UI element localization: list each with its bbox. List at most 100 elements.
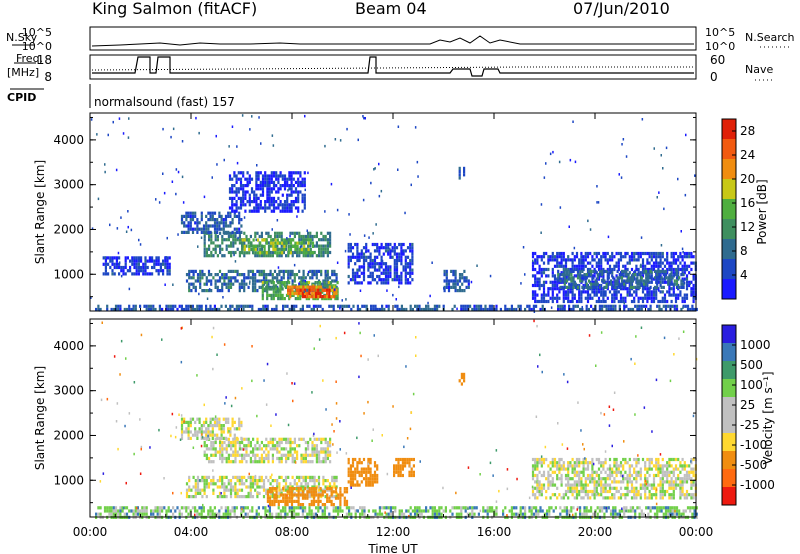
heatmap-cell (683, 496, 686, 500)
heatmap-cell (296, 444, 299, 448)
heatmap-cell (227, 282, 230, 286)
heatmap-cell (278, 231, 281, 235)
heatmap-cell (600, 489, 603, 494)
heatmap-cell (553, 461, 557, 465)
heatmap-cell (545, 457, 548, 462)
heatmap-cell (137, 256, 140, 260)
heatmap-cell (600, 299, 603, 304)
heatmap-cell (356, 268, 359, 272)
heatmap-cell (677, 258, 680, 262)
heatmap-cell (400, 246, 403, 250)
heatmap-cell (637, 255, 640, 259)
heatmap-cell (281, 241, 284, 245)
heatmap-cell (297, 200, 300, 204)
heatmap-cell (600, 267, 603, 272)
heatmap-cell (470, 280, 473, 284)
heatmap-cell (272, 144, 275, 147)
heatmap-cell (540, 461, 543, 465)
heatmap-cell (568, 269, 571, 273)
heatmap-cell (223, 488, 226, 492)
heatmap-cell (156, 269, 158, 272)
heatmap-cell (291, 273, 294, 277)
heatmap-cell (580, 486, 583, 490)
heatmap-cell (644, 467, 647, 471)
heatmap-cell (300, 244, 303, 248)
heatmap-cell (362, 457, 366, 462)
heatmap-cell (384, 265, 388, 269)
heatmap-cell (568, 307, 571, 312)
heatmap-cell (306, 273, 310, 277)
heatmap-cell (622, 138, 625, 141)
heatmap-cell (242, 304, 245, 308)
heatmap-cell (670, 496, 673, 500)
heatmap-cell (592, 282, 595, 286)
heatmap-cell (360, 255, 363, 259)
heatmap-cell (650, 486, 653, 490)
heatmap-cell (294, 187, 298, 191)
heatmap-cell (329, 241, 332, 245)
heatmap-cell (251, 282, 255, 286)
heatmap-cell (603, 269, 606, 273)
heatmap-cell (564, 473, 568, 478)
heatmap-cell (623, 279, 626, 283)
heatmap-cell (670, 287, 673, 291)
heatmap-cell (278, 460, 281, 464)
heatmap-cell (399, 467, 402, 471)
heatmap-cell (580, 489, 583, 494)
heatmap-cell (345, 487, 349, 491)
heatmap-cell (585, 282, 588, 286)
heatmap-cell (396, 307, 399, 312)
heatmap-cell (592, 285, 595, 289)
heatmap-cell (266, 200, 269, 204)
heatmap-cell (223, 485, 226, 489)
heatmap-cell (536, 255, 539, 259)
heatmap-cell (238, 273, 241, 277)
heatmap-cell (637, 457, 640, 462)
heatmap-cell (288, 193, 291, 197)
heatmap-cell (210, 479, 213, 483)
heatmap-cell (188, 289, 191, 293)
heatmap-cell (258, 479, 261, 483)
heatmap-cell (580, 299, 583, 304)
heatmap-cell (323, 288, 326, 292)
heatmap-cell (653, 269, 657, 273)
heatmap-cell (659, 280, 662, 284)
heatmap-cell (187, 211, 190, 215)
heatmap-cell (582, 489, 585, 494)
heatmap-cell (385, 304, 388, 308)
heatmap-cell (249, 450, 252, 454)
heatmap-cell (575, 470, 579, 474)
heatmap-cell (564, 258, 568, 262)
heatmap-cell (387, 281, 390, 285)
heatmap-cell (213, 420, 217, 424)
heatmap-cell (670, 477, 673, 481)
heatmap-cell (582, 457, 585, 462)
heatmap-cell (606, 467, 609, 471)
heatmap-cell (538, 493, 541, 497)
nave-tick-60: 60 (710, 53, 725, 67)
heatmap-cell (227, 479, 230, 483)
heatmap-cell (223, 475, 226, 479)
heatmap-cell (202, 424, 206, 428)
heatmap-cell (157, 262, 160, 266)
heatmap-cell (291, 447, 294, 451)
heatmap-cell (205, 430, 208, 434)
heatmap-cell (538, 287, 541, 291)
heatmap-cell (558, 255, 561, 259)
heatmap-cell (315, 479, 318, 483)
heatmap-cell (297, 196, 300, 200)
heatmap-cell (268, 203, 271, 207)
heatmap-cell (324, 437, 327, 441)
heatmap-cell (613, 493, 616, 497)
heatmap-cell (402, 252, 405, 256)
heatmap-cell (274, 231, 277, 235)
heatmap-cell (369, 480, 372, 484)
heatmap-cell (230, 440, 233, 445)
heatmap-cell (683, 480, 686, 484)
heatmap-cell (597, 483, 601, 487)
heatmap-cell (213, 221, 217, 225)
heatmap-cell (130, 228, 133, 232)
heatmap-cell (662, 273, 665, 277)
heatmap-cell (549, 258, 552, 262)
heatmap-cell (668, 290, 671, 294)
